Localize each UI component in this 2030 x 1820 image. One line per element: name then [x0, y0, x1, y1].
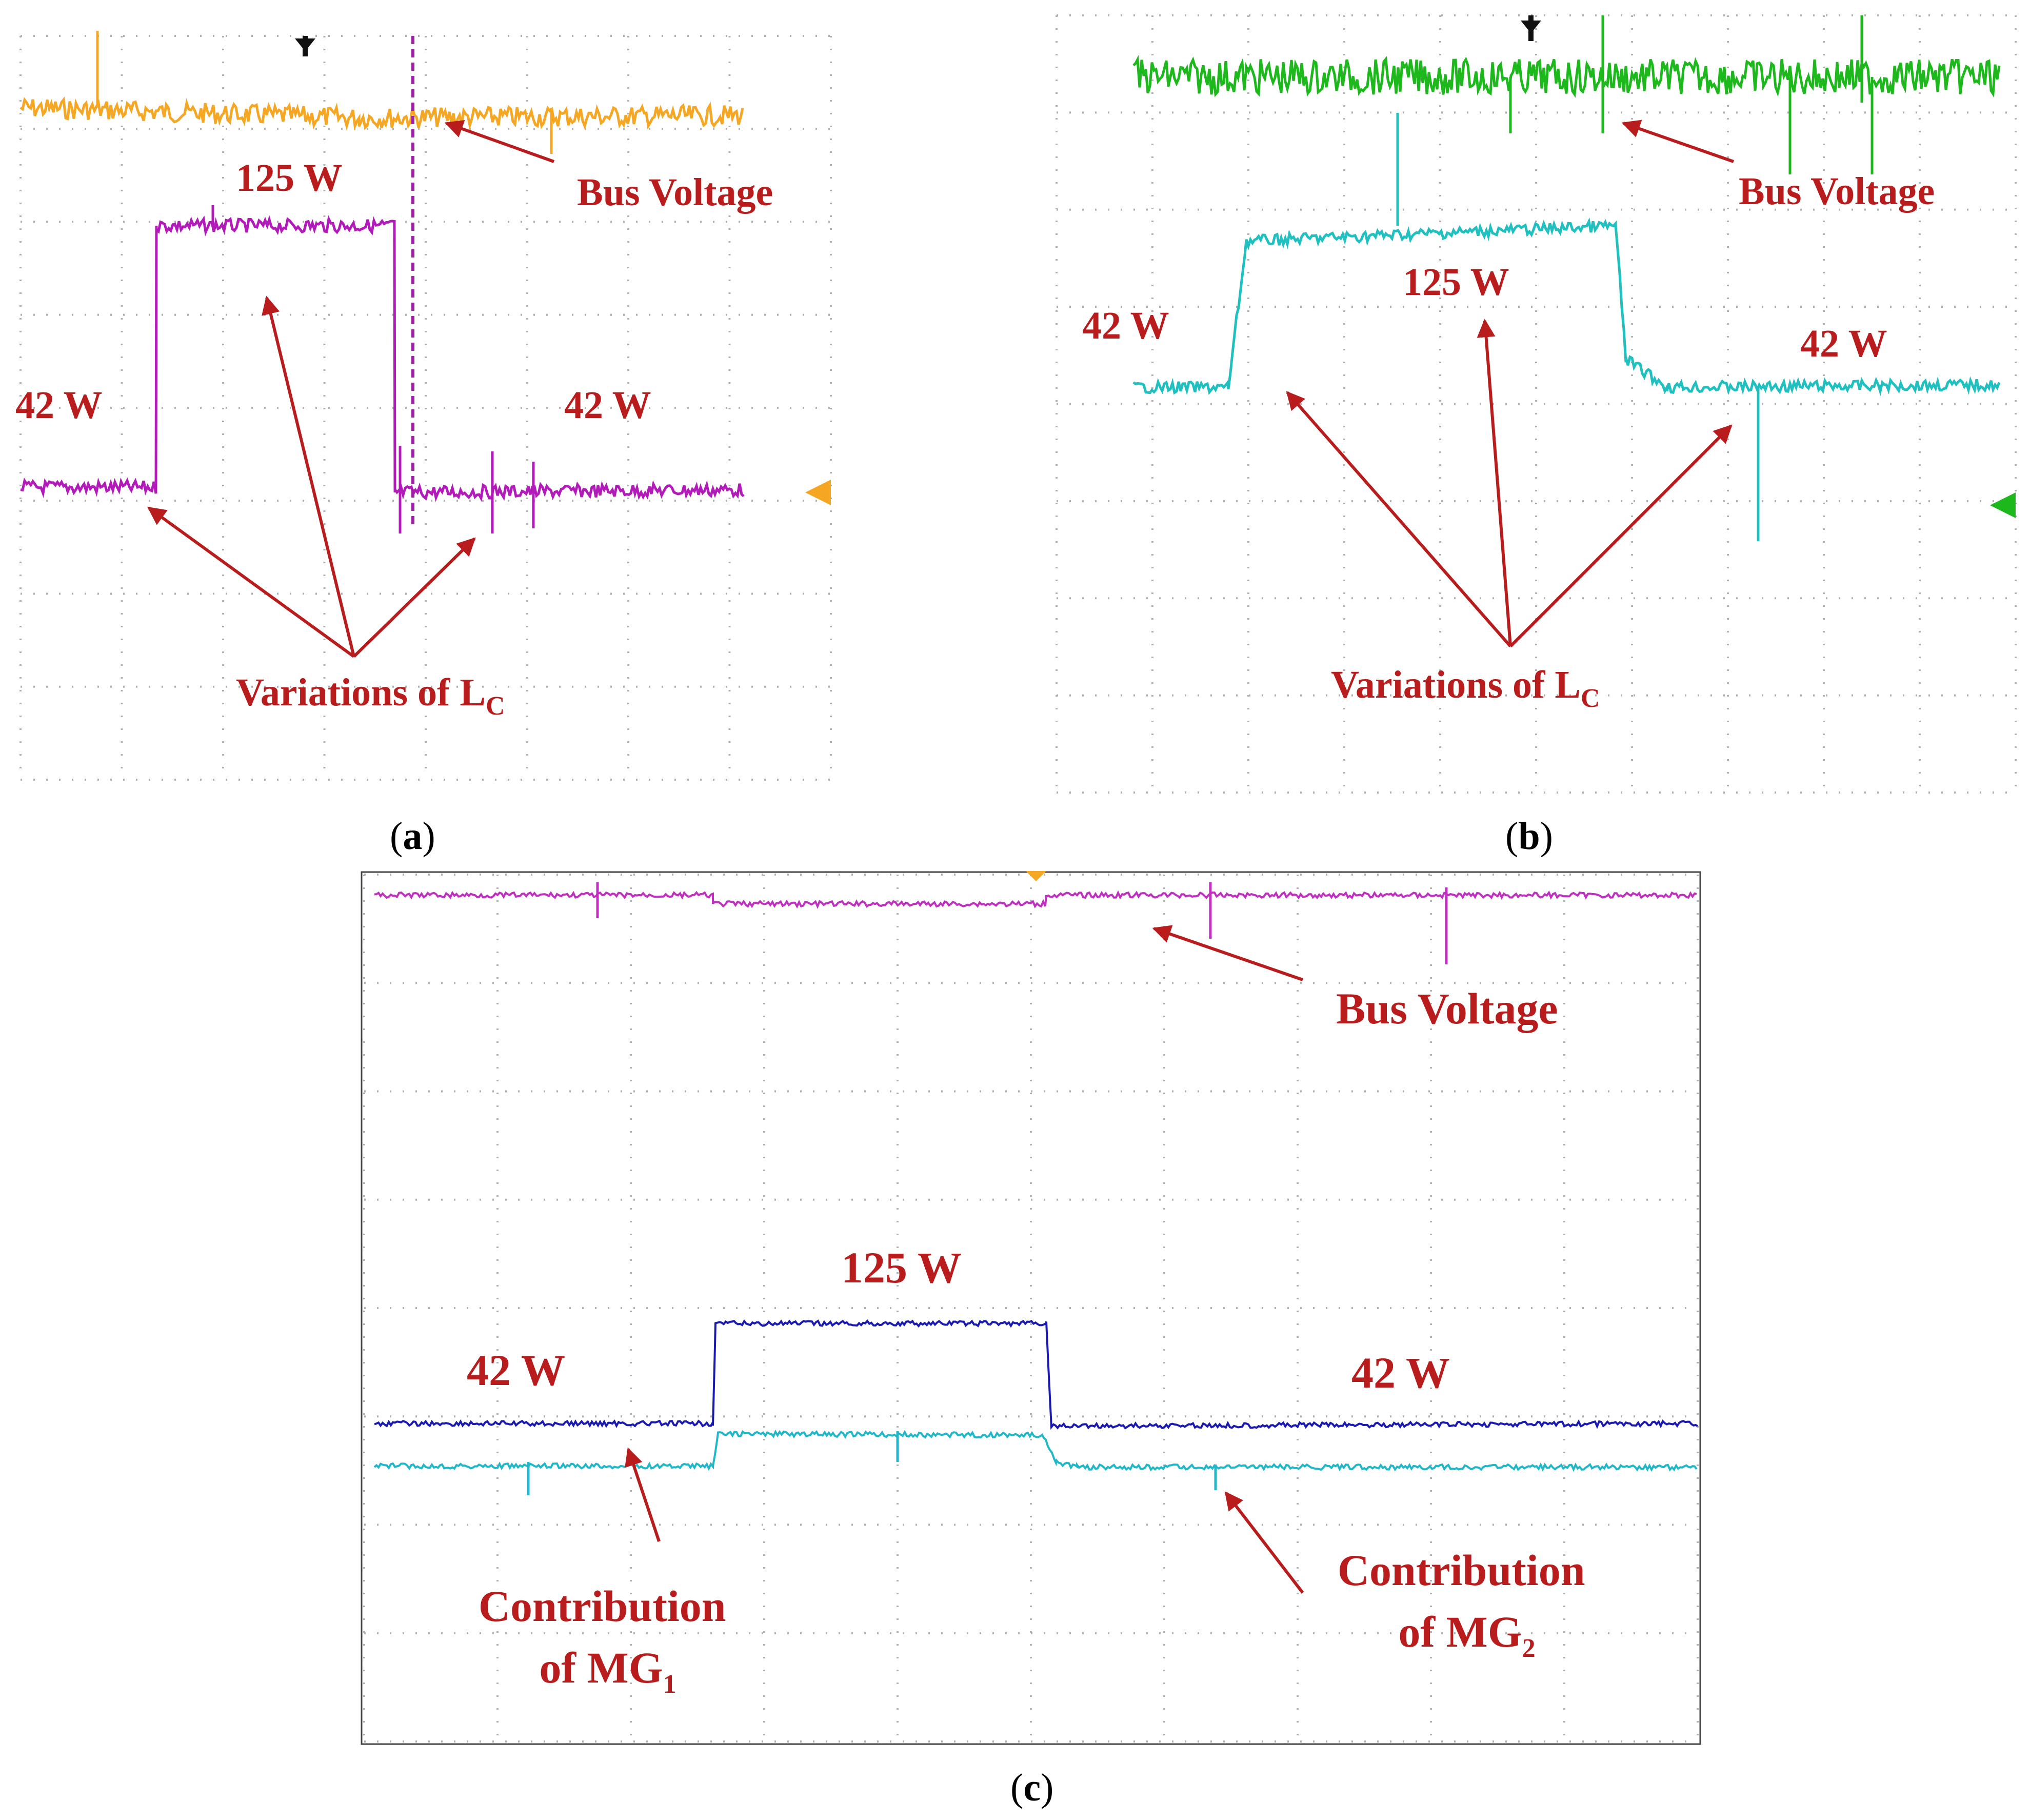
caption-b: (b) [1505, 815, 1553, 858]
grid-a [19, 35, 832, 781]
caption-a: (a) [390, 815, 435, 858]
label-42w-left-a: 42 W [15, 384, 103, 427]
panel-b: Bus Voltage 125 W 42 W 42 W Variations o… [1056, 14, 2017, 858]
label-bus-voltage-b: Bus Voltage [1739, 170, 1935, 213]
label-mg1-c: Contribution of MG1 [479, 1581, 737, 1699]
label-42w-left-b: 42 W [1082, 304, 1169, 347]
bus-voltage-trace-c [374, 890, 1697, 909]
ground-marker-a [805, 480, 831, 505]
mg2-trace-c [373, 1429, 1698, 1472]
trigger-marker-a [295, 36, 315, 56]
trigger-marker-b [1521, 15, 1541, 41]
panel-a: Bus Voltage 125 W 42 W 42 W Variations o… [15, 31, 832, 858]
label-42w-right-c: 42 W [1351, 1348, 1450, 1397]
load-trace-a [20, 214, 745, 502]
arrows-b [1286, 120, 1734, 648]
traces-c [373, 882, 1698, 1495]
caption-c: (c) [1010, 1766, 1053, 1809]
label-mg2-c: Contribution of MG2 [1338, 1546, 1596, 1663]
bus-voltage-trace-a [19, 96, 744, 131]
label-125w-a: 125 W [236, 156, 343, 200]
label-42w-right-a: 42 W [564, 384, 651, 427]
label-variations-a: Variations of LC [236, 671, 505, 721]
ground-marker-b [1990, 492, 2016, 518]
label-125w-c: 125 W [841, 1243, 962, 1292]
traces-b [1132, 15, 2001, 541]
traces-a [19, 31, 745, 533]
panel-c: Bus Voltage 125 W 42 W 42 W Contribution… [361, 871, 1701, 1809]
arrows-a [147, 120, 555, 658]
mg1-trace-c [374, 1319, 1698, 1430]
load-trace-b [1132, 217, 2001, 397]
label-bus-voltage-a: Bus Voltage [577, 171, 773, 214]
label-125w-b: 125 W [1403, 261, 1509, 304]
label-variations-b: Variations of LC [1331, 663, 1600, 713]
arrows-c [625, 925, 1304, 1594]
bus-voltage-trace-b [1132, 55, 2001, 98]
trigger-marker-c [1026, 871, 1046, 881]
label-bus-voltage-c: Bus Voltage [1336, 984, 1558, 1033]
grid-b [1056, 14, 2017, 794]
label-42w-left-c: 42 W [467, 1346, 565, 1395]
label-42w-right-b: 42 W [1800, 322, 1887, 365]
